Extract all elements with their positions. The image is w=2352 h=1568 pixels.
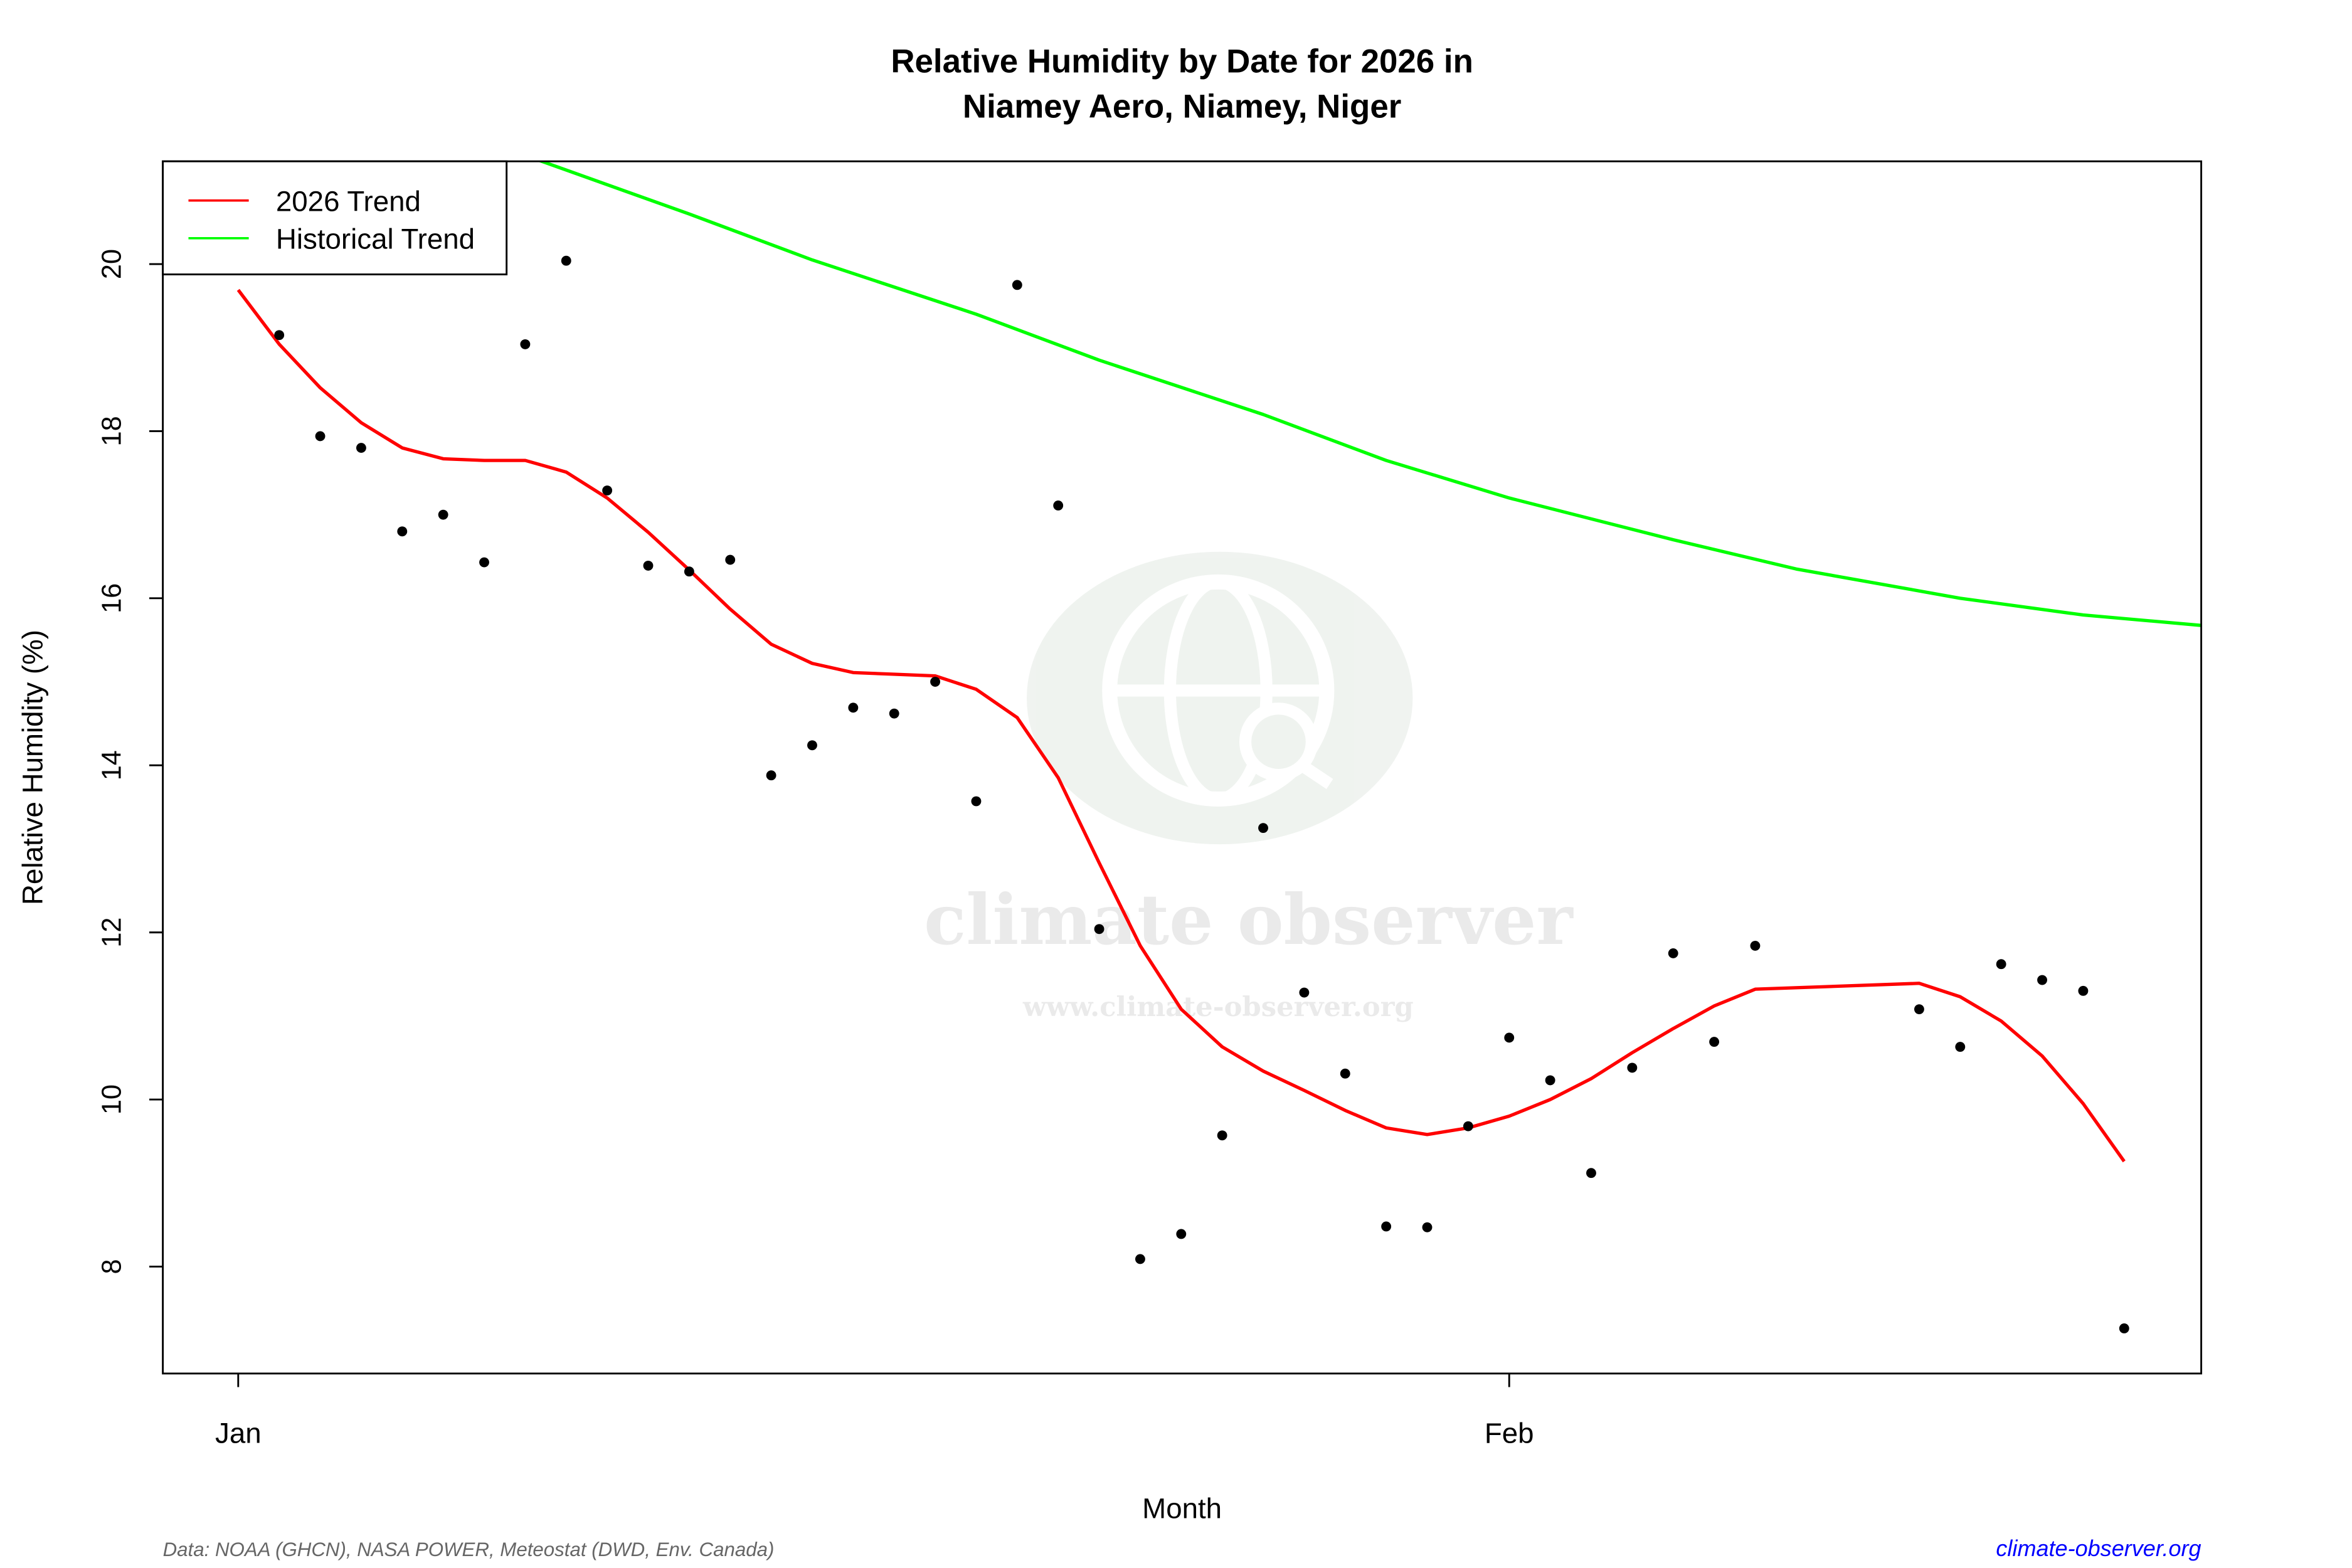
data-point: [1586, 1168, 1596, 1179]
data-point: [1709, 1037, 1720, 1047]
data-point: [643, 560, 654, 571]
data-point: [807, 740, 817, 751]
data-point: [1012, 280, 1022, 290]
data-point: [1504, 1032, 1515, 1043]
y-tick-label: 20: [97, 249, 127, 279]
data-point: [1217, 1130, 1227, 1141]
historical-trend-line: [536, 161, 2201, 627]
y-tick-label: 8: [97, 1259, 127, 1274]
data-point: [2119, 1323, 2129, 1333]
x-tick-label: Feb: [1485, 1417, 1534, 1449]
data-point: [1135, 1254, 1145, 1264]
chart-subtitle: Niamey Aero, Niamey, Niger: [963, 88, 1401, 125]
data-source: Data: NOAA (GHCN), NASA POWER, Meteostat…: [163, 1539, 775, 1560]
data-point: [1094, 924, 1104, 935]
data-point: [602, 485, 613, 495]
data-point: [356, 443, 366, 453]
data-point: [274, 330, 285, 341]
data-point: [1627, 1062, 1638, 1073]
data-point: [2078, 985, 2089, 996]
data-point: [725, 554, 736, 565]
data-point: [438, 509, 448, 520]
y-tick-label: 12: [97, 918, 127, 948]
data-point: [971, 796, 982, 807]
legend-label-historical: Historical Trend: [276, 223, 475, 255]
y-tick-label: 16: [97, 583, 127, 613]
data-point: [397, 526, 408, 537]
y-tick-label: 14: [97, 750, 127, 780]
data-point: [1668, 948, 1678, 958]
x-axis-label: Month: [1142, 1493, 1222, 1525]
data-point: [1299, 987, 1310, 998]
legend: 2026 Trend Historical Trend: [162, 160, 508, 275]
site-link[interactable]: climate-observer.org: [1996, 1535, 2201, 1561]
data-point: [1545, 1075, 1555, 1086]
y-tick-label: 18: [97, 416, 127, 446]
y-axis-label: Relative Humidity (%): [16, 630, 48, 905]
x-tick-label: Jan: [215, 1417, 262, 1449]
data-point: [766, 770, 776, 781]
legend-label-2026: 2026 Trend: [276, 186, 421, 218]
y-tick-label: 10: [97, 1084, 127, 1115]
data-point: [1381, 1221, 1392, 1232]
data-point: [1914, 1004, 1924, 1015]
data-point: [1422, 1222, 1433, 1232]
data-point: [1463, 1121, 1473, 1131]
svg-text:www.climate-observer.org: www.climate-observer.org: [1022, 991, 1414, 1023]
data-point: [930, 677, 941, 687]
data-point: [479, 557, 489, 568]
data-point: [889, 708, 899, 719]
trend-2026-line: [236, 289, 2126, 1163]
data-point: [684, 566, 694, 577]
svg-text:climate observer: climate observer: [924, 879, 1574, 961]
data-point: [1750, 941, 1761, 951]
data-point: [2037, 975, 2047, 985]
data-point: [1176, 1229, 1187, 1239]
data-point: [1053, 501, 1064, 511]
data-point: [315, 431, 326, 442]
data-point: [1258, 823, 1268, 834]
data-point: [520, 339, 531, 349]
data-point: [561, 255, 571, 266]
plot-frame: [162, 160, 2203, 1375]
data-point: [1996, 959, 2006, 970]
chart-title: Relative Humidity by Date for 2026 in: [891, 43, 1473, 80]
watermark-logo: climate observer www.climate-observer.or…: [924, 551, 1574, 1023]
data-point: [1955, 1042, 1966, 1052]
data-point: [848, 702, 859, 713]
data-point: [1340, 1068, 1350, 1079]
